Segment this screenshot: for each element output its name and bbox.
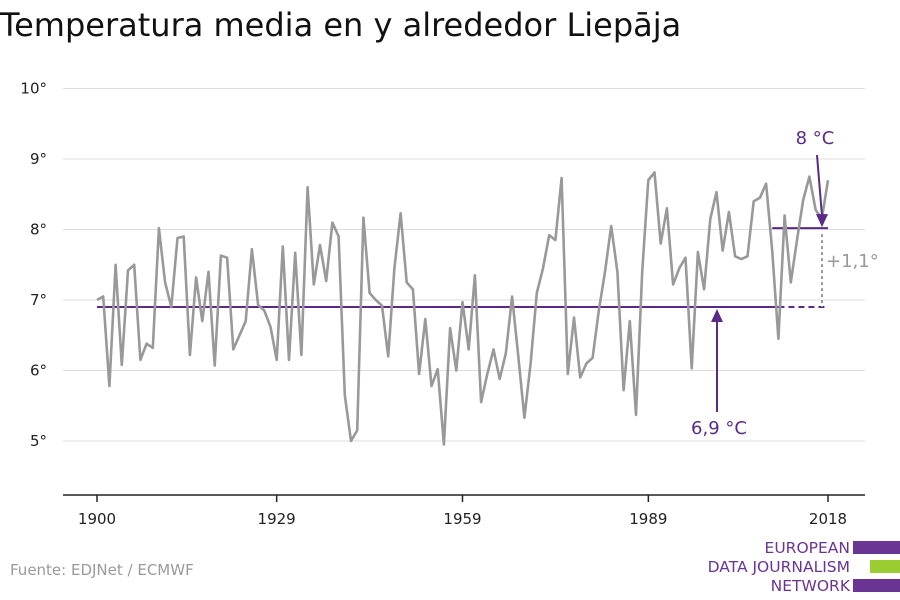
y-tick-label: 5°	[30, 432, 47, 450]
annotation-arrowhead-baseline	[711, 309, 723, 323]
y-tick-label: 7°	[30, 291, 47, 309]
series-line-temperature	[96, 171, 830, 446]
x-tick-label: 1929	[258, 510, 296, 528]
y-tick-label: 9°	[30, 150, 47, 168]
x-tick-label: 1989	[629, 510, 667, 528]
y-tick-label: 8°	[30, 221, 47, 239]
y-tick-label: 6°	[30, 362, 47, 380]
x-tick-label: 2018	[809, 510, 847, 528]
y-axis-tick-labels: 5° 6° 7° 8° 9° 10°	[20, 80, 47, 451]
x-tick-label: 1959	[443, 510, 481, 528]
chart-title: Temperatura media en y alrededor Liepāja	[0, 6, 682, 44]
logo-line-2: DATA JOURNALISM	[707, 558, 850, 576]
y-tick-label: 10°	[20, 80, 47, 98]
source-note: Fuente: EDJNet / ECMWF	[10, 561, 194, 579]
annotation-arrowhead-recent	[816, 214, 828, 228]
annotation-label-baseline: 6,9 °C	[691, 418, 747, 439]
annotation-arrow-recent	[816, 154, 823, 217]
logo-bar-1	[853, 541, 900, 554]
grid-lines	[63, 88, 865, 442]
x-axis: 1900 1929 1959 1989 2018	[63, 494, 865, 528]
x-tick-label: 1900	[78, 510, 116, 528]
logo-line-1: EUROPEAN	[764, 539, 850, 557]
annotation-change: +1,1°	[826, 251, 879, 272]
logo-line-3: NETWORK	[770, 577, 850, 595]
logo-bar-2	[870, 560, 900, 573]
annotation-label-recent: 8 °C	[796, 128, 835, 149]
annotations: 8 °C 6,9 °C +1,1°	[691, 128, 879, 439]
edjnet-logo[interactable]: EUROPEAN DATA JOURNALISM NETWORK	[700, 537, 900, 597]
logo-bar-3	[853, 579, 900, 592]
